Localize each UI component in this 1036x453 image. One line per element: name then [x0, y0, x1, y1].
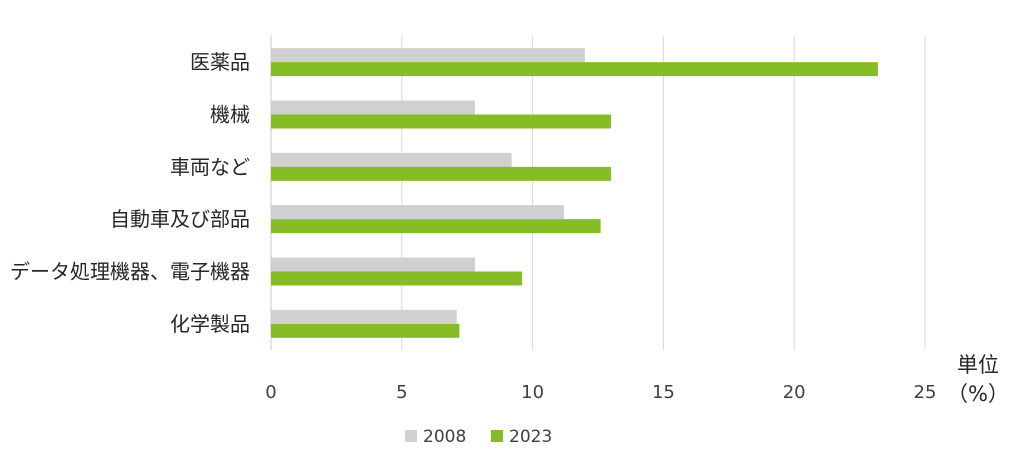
legend-swatch-2008 [405, 430, 417, 442]
bar-2008 [271, 100, 476, 115]
category-label: データ処理機器、電子機器 [10, 260, 250, 284]
category-label: 自動車及び部品 [110, 207, 250, 231]
legend-label: 2008 [423, 427, 466, 447]
x-tick-label: 20 [783, 382, 806, 403]
bar-2008 [271, 257, 476, 272]
bar-2008 [271, 309, 457, 324]
category-label: 化学製品 [170, 312, 250, 336]
gridlines [270, 36, 926, 350]
bar-2008 [271, 152, 512, 167]
bar-2023 [271, 166, 612, 181]
x-tick-labels: 0 5 10 15 20 25 [265, 382, 936, 403]
category-label: 機械 [210, 103, 250, 127]
x-tick-label: 15 [652, 382, 675, 403]
bar-2023 [271, 114, 612, 129]
bar-series [271, 48, 878, 338]
bar-2023 [271, 219, 601, 234]
legend-label: 2023 [509, 427, 552, 447]
unit-label-line2: （%） [947, 382, 1009, 406]
unit-label-line1: 単位 [957, 353, 999, 377]
x-tick-label: 0 [265, 382, 276, 403]
category-label: 車両など [170, 155, 250, 179]
bar-2008 [271, 48, 585, 63]
bar-2008 [271, 205, 564, 220]
unit-label: 単位 （%） [947, 353, 1009, 406]
bar-2023 [271, 62, 878, 77]
legend-swatch-2023 [491, 430, 503, 442]
bar-2023 [271, 271, 523, 286]
x-tick-label: 5 [396, 382, 407, 403]
bar-2023 [271, 323, 460, 338]
x-tick-label: 10 [521, 382, 544, 403]
x-tick-label: 25 [914, 382, 937, 403]
category-label: 医薬品 [190, 50, 250, 74]
legend: 2008 2023 [405, 427, 552, 447]
